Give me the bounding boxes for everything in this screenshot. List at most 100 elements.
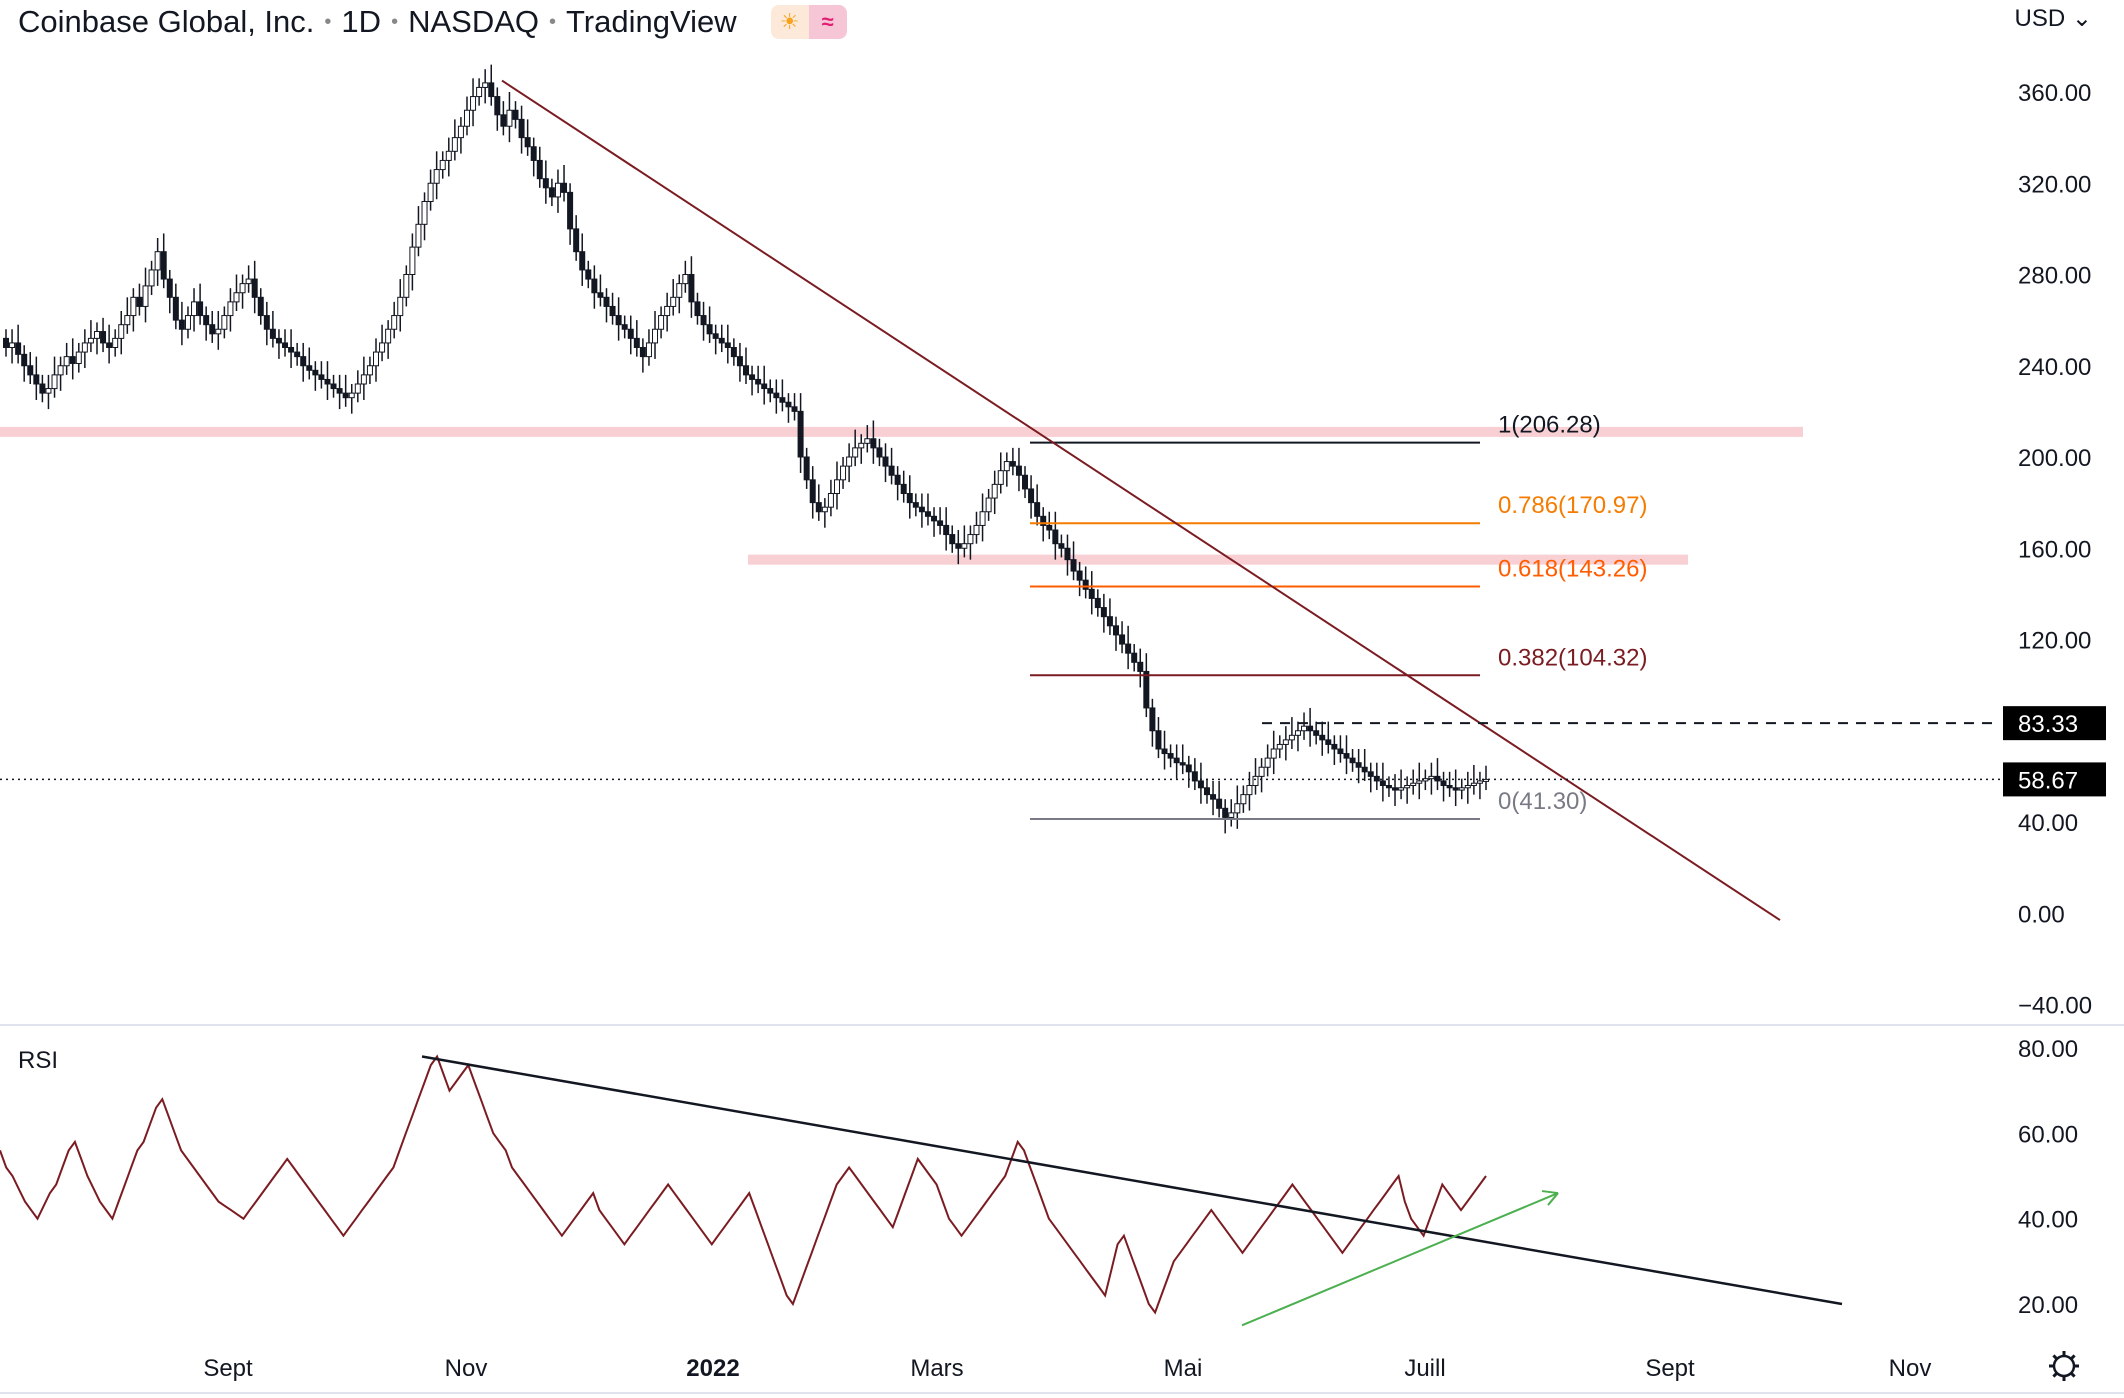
candle-body — [700, 315, 707, 326]
gear-icon[interactable] — [2049, 1351, 2079, 1381]
date-axis-tick: Mars — [910, 1355, 963, 1382]
candle-body — [1373, 775, 1380, 782]
candle-body — [124, 315, 131, 326]
candle-body — [1264, 757, 1271, 768]
candle-body — [694, 301, 701, 317]
candle-body — [931, 515, 938, 522]
session-badges[interactable]: ☀ ≈ — [770, 5, 847, 39]
fib-level-label: 0.786(170.97) — [1498, 492, 1647, 519]
candle-body — [1125, 643, 1132, 654]
candle-body — [69, 356, 76, 364]
candle-body — [573, 228, 580, 253]
candle-body — [1131, 652, 1138, 663]
candle-body — [755, 378, 762, 385]
candle-body — [306, 365, 313, 371]
wave-icon[interactable]: ≈ — [808, 5, 847, 39]
candle-body — [1361, 766, 1368, 773]
candle-body — [1476, 780, 1483, 784]
candle-body — [1064, 547, 1071, 561]
candle-body — [1052, 529, 1059, 545]
symbol-name[interactable]: Coinbase Global, Inc. — [18, 4, 315, 39]
candle-body — [773, 392, 780, 399]
candle-body — [15, 342, 22, 355]
price-axis-tick: 200.00 — [2018, 445, 2091, 472]
candle-body — [1331, 743, 1338, 750]
candle-body — [1294, 730, 1301, 736]
candle-body — [451, 137, 458, 152]
currency-selector[interactable]: USD ⌄ — [2015, 4, 2092, 33]
candle-body — [524, 137, 531, 148]
currency-label: USD — [2014, 5, 2066, 32]
interval-label[interactable]: 1D — [341, 4, 382, 39]
candle-body — [821, 506, 828, 513]
candle-body — [215, 328, 222, 335]
fib-level-label: 0.382(104.32) — [1498, 644, 1647, 671]
candle-body — [106, 342, 113, 348]
candle-body — [1137, 661, 1144, 672]
candle-body — [1379, 780, 1386, 786]
candle-body — [476, 86, 483, 98]
candle-body — [403, 274, 410, 298]
candle-body — [421, 201, 428, 225]
candle-body — [75, 351, 82, 364]
candle-body — [815, 502, 822, 513]
candle-body — [233, 292, 240, 303]
candle-body — [536, 159, 543, 180]
gear-icon-tooth — [2052, 1372, 2058, 1378]
candle-body — [1398, 787, 1405, 791]
candle-body — [1088, 588, 1095, 599]
sun-icon[interactable]: ☀ — [770, 5, 809, 39]
candle-body — [743, 365, 749, 376]
candle-body — [645, 342, 652, 358]
rsi-axis-tick: 60.00 — [2018, 1121, 2078, 1148]
candle-body — [791, 406, 798, 412]
candle-body — [1082, 579, 1089, 590]
candle-body — [221, 315, 228, 330]
candle-body — [154, 251, 161, 271]
candle-body — [257, 296, 264, 317]
candle-body — [9, 342, 16, 348]
candle-body — [1483, 778, 1489, 782]
candle-body — [342, 392, 349, 399]
candle-body — [275, 337, 282, 344]
candle-body — [1058, 543, 1065, 549]
candle-body — [1034, 502, 1041, 517]
candle-body — [561, 182, 568, 193]
candle-body — [900, 483, 907, 494]
candle-body — [142, 285, 149, 307]
candle-body — [1385, 785, 1392, 789]
candle-body — [888, 465, 895, 476]
candle-body — [336, 388, 343, 394]
candle-body — [1015, 465, 1022, 476]
candle-body — [130, 296, 137, 317]
last-price-tag: 58.67 — [2018, 767, 2078, 794]
candle-body — [603, 296, 610, 307]
candle-body — [391, 315, 398, 330]
candle-body — [318, 374, 325, 380]
candle-body — [554, 182, 561, 198]
candle-body — [1367, 771, 1374, 777]
candle-body — [433, 169, 440, 184]
candle-body — [864, 438, 871, 444]
trendline-main — [501, 79, 1781, 921]
candle-body — [1270, 748, 1277, 759]
candle-body — [718, 337, 725, 344]
rsi-line — [0, 1054, 1487, 1315]
rsi-title: RSI — [18, 1047, 58, 1074]
candle-body — [348, 392, 355, 399]
candle-body — [639, 347, 646, 358]
candle-body — [615, 315, 622, 326]
candle-body — [906, 493, 913, 504]
candle-body — [827, 493, 834, 508]
source-label: TradingView — [566, 4, 737, 39]
candle-body — [1452, 787, 1459, 791]
candle-body — [1173, 757, 1180, 764]
candle-body — [63, 356, 70, 367]
rsi-axis-tick: 80.00 — [2018, 1036, 2078, 1063]
candle-body — [997, 470, 1004, 485]
rsi-axis-tick: 40.00 — [2018, 1207, 2078, 1234]
candle-body — [591, 278, 598, 294]
candle-body — [1319, 734, 1326, 741]
candle-body — [1410, 782, 1417, 786]
